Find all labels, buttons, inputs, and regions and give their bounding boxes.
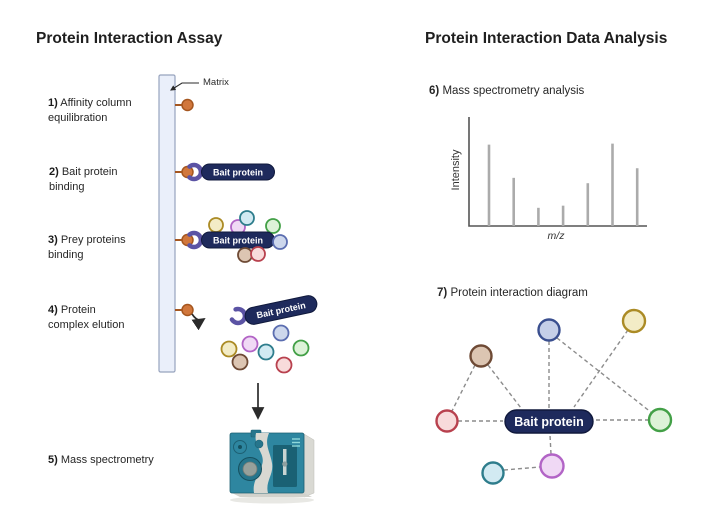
prey-protein-yellow: [220, 340, 238, 358]
prey-protein-red: [250, 246, 266, 262]
step5-label: 5) Mass spectrometry: [48, 454, 154, 466]
prey-protein-lavender: [272, 324, 290, 342]
spectrum-peaks: [487, 143, 639, 226]
prey-protein-teal: [239, 210, 255, 226]
step6-label: 6) Mass spectrometry analysis: [429, 85, 585, 97]
ligand-bead-icon: [181, 165, 194, 179]
bait-crescent-icon: [187, 230, 204, 250]
spectrum-axes: [468, 117, 647, 227]
mass-spectrometer-icon: [229, 429, 315, 504]
prey-protein-lavender: [272, 234, 288, 250]
prey-protein-brown: [237, 247, 253, 263]
right-panel-title: Protein Interaction Data Analysis: [425, 30, 668, 47]
mass-spectrum-chart: Intensity m/z: [450, 117, 647, 242]
step4-elution: Bait protein: [175, 295, 318, 374]
network-node-yellow: [621, 308, 647, 334]
edge-blue-green: [556, 337, 653, 414]
network-center-bait: Bait protein: [504, 409, 594, 434]
bait-crescent-icon: [187, 162, 204, 182]
matrix-label: Matrix: [203, 77, 229, 88]
ligand-bead-icon: [181, 98, 194, 112]
network-node-red: [435, 409, 459, 433]
bait-protein-pill: [244, 295, 318, 325]
prey-protein-teal: [257, 343, 275, 361]
elution-arrow: [191, 313, 206, 331]
network-node-blue: [537, 318, 561, 342]
protein-interaction-network: [451, 329, 653, 471]
prey-protein-red: [275, 356, 293, 374]
prey-protein-green: [265, 218, 281, 234]
network-node-green: [647, 407, 673, 433]
step1-label: 1) Affinity column equilibration: [48, 97, 132, 124]
bait-protein-pill-label: Bait protein: [213, 236, 263, 246]
spectrum-xlabel: m/z: [548, 230, 566, 242]
network-node-teal: [481, 461, 505, 485]
prey-protein-violet: [241, 335, 259, 353]
affinity-column-matrix: [158, 74, 176, 373]
bait-protein-pill-label: Bait protein: [213, 168, 263, 178]
network-nodes: [435, 308, 673, 485]
bait-protein-pill-label: Bait protein: [514, 415, 583, 429]
spectrum-ylabel: Intensity: [450, 149, 462, 190]
eluted-bait-pill-group: Bait protein: [244, 295, 318, 325]
edge-teal-violet: [503, 466, 541, 471]
edge-brown-red: [451, 364, 476, 412]
bait-protein-pill: [504, 409, 594, 434]
network-node-violet: [539, 453, 565, 479]
edge-brown-bait: [487, 364, 522, 409]
bait-crescent-icon: [229, 306, 248, 326]
prey-protein-green: [292, 339, 310, 357]
step2-label: 2) Bait protein binding: [49, 166, 118, 193]
left-panel-title: Protein Interaction Assay: [36, 30, 223, 47]
bait-protein-pill: [201, 163, 275, 181]
prey-protein-brown: [231, 353, 249, 371]
prey-protein-yellow: [208, 217, 224, 233]
ligand-bead-icon: [181, 303, 194, 317]
matrix-pointer-line: [170, 82, 199, 91]
step3-prey-binding: Bait protein: [175, 210, 288, 263]
step7-label: 7) Protein interaction diagram: [437, 287, 588, 299]
step2-bait-binding: Bait protein: [175, 162, 275, 182]
edge-violet-bait: [549, 434, 552, 455]
ligand-step1: [175, 98, 194, 112]
step3-label: 3) Prey proteins binding: [48, 234, 126, 261]
ligand-bead-icon: [181, 233, 194, 247]
edge-yellow-bait: [573, 329, 629, 408]
step4-label: 4) Protein complex elution: [48, 304, 125, 331]
network-node-brown: [469, 344, 493, 368]
